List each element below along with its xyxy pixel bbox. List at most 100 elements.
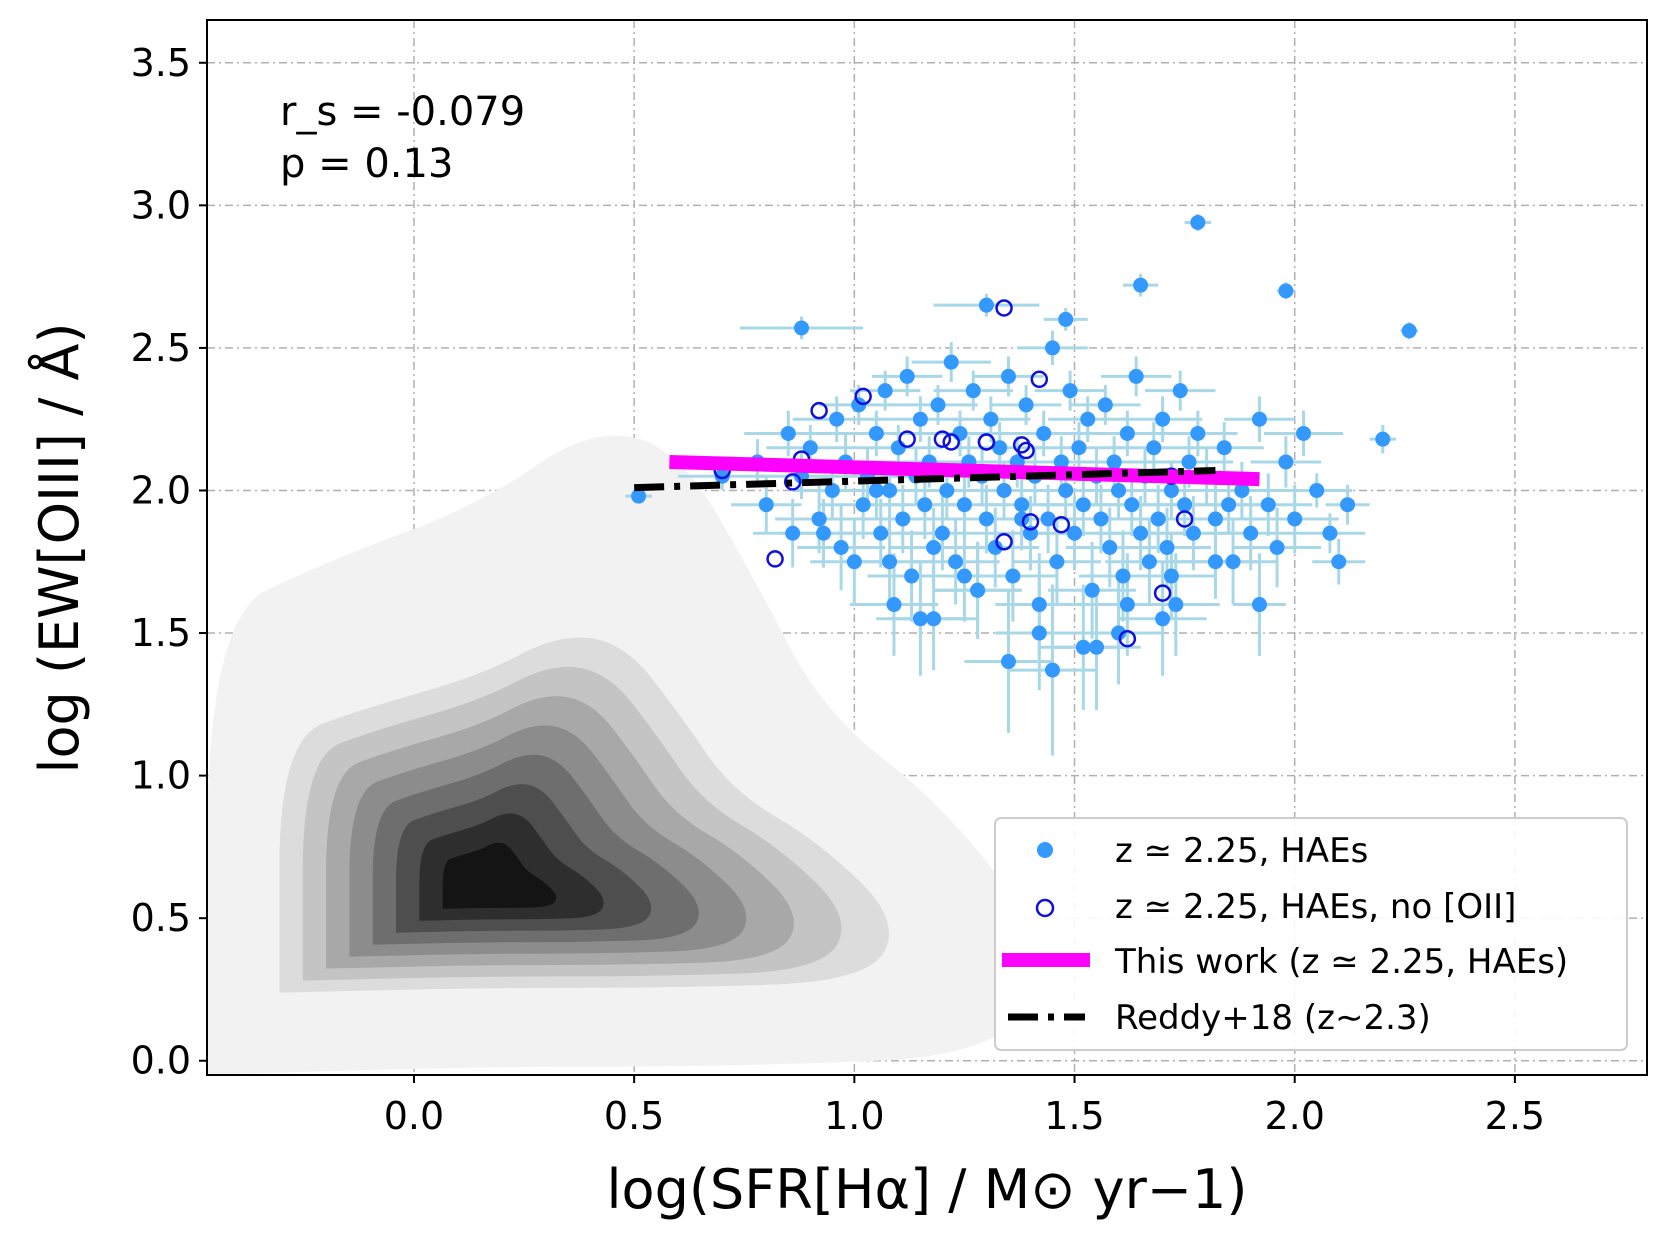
no-oii-point	[942, 433, 960, 451]
legend: z ≃ 2.25, HAEs z ≃ 2.25, HAEs, no [OII] …	[994, 817, 1628, 1051]
no-oii-point	[1175, 510, 1194, 528]
legend-label-this-work: This work (z ≃ 2.25, HAEs)	[1114, 942, 1568, 982]
no-oii-point	[766, 550, 784, 568]
hae-point	[1163, 568, 1179, 584]
y-tick-label: 2.0	[131, 468, 191, 512]
legend-label-reddy: Reddy+18 (z∼2.3)	[1115, 998, 1431, 1038]
hae-point	[1168, 597, 1184, 613]
hae-point	[1207, 554, 1223, 570]
hae-point	[1102, 540, 1118, 555]
hae-point	[816, 525, 832, 541]
hae-point	[926, 611, 942, 627]
hae-point	[917, 497, 933, 513]
hae-point	[899, 368, 915, 384]
hae-point	[1089, 639, 1105, 655]
hae-point	[877, 383, 893, 399]
hae-point	[1225, 554, 1241, 570]
hae-point	[1084, 582, 1100, 598]
hae-point	[1309, 482, 1325, 498]
hae-point	[1031, 625, 1047, 641]
hae-point	[714, 468, 730, 484]
no-oii-point	[898, 430, 916, 448]
hae-point	[1106, 454, 1122, 470]
hae-point	[1014, 511, 1030, 527]
hae-point	[1296, 425, 1312, 441]
no-oii-point	[810, 401, 828, 420]
hae-point	[1278, 283, 1294, 299]
y-tick-label: 0.0	[131, 1039, 191, 1083]
no-oii-point	[1017, 441, 1035, 460]
legend-label-haes: z ≃ 2.25, HAEs	[1115, 831, 1368, 871]
hae-point	[1251, 411, 1267, 427]
hae-point	[1190, 214, 1206, 230]
hae-point	[1133, 525, 1149, 541]
hae-point	[1216, 440, 1232, 456]
hae-point	[1018, 397, 1034, 413]
hae-point	[1163, 482, 1179, 498]
y-tick-label: 1.0	[131, 754, 191, 798]
hae-point	[873, 525, 889, 541]
hae-point	[1401, 323, 1417, 339]
density-contours	[207, 435, 1037, 1075]
hae-point	[1340, 497, 1356, 513]
hae-point	[1287, 511, 1303, 527]
hae-point	[1075, 639, 1091, 655]
hae-point	[631, 488, 647, 504]
hae-point	[1053, 454, 1069, 470]
hae-point	[1036, 425, 1052, 441]
hae-point	[1045, 662, 1061, 678]
hae-point	[1115, 568, 1131, 584]
hae-point	[1146, 440, 1162, 456]
hae-point	[1177, 497, 1193, 513]
x-tick-label: 0.0	[384, 1094, 444, 1138]
hae-point	[1181, 454, 1197, 470]
hae-point	[987, 540, 1003, 555]
no-oii-point	[977, 433, 996, 451]
hae-point	[1067, 525, 1083, 541]
hae-point	[1119, 425, 1135, 441]
plot-frame	[206, 19, 1648, 1076]
hae-point	[1234, 482, 1250, 498]
hae-point	[1155, 611, 1171, 627]
no-oii-point	[933, 430, 952, 448]
hae-point	[1000, 654, 1016, 670]
hae-point	[833, 540, 849, 555]
hae-point	[758, 497, 774, 513]
x-tick-label: 1.0	[824, 1094, 884, 1138]
no-oii-point	[1030, 370, 1049, 389]
reddy-fit-line	[634, 467, 1216, 492]
hae-point	[948, 554, 964, 570]
hae-point	[1141, 554, 1157, 570]
legend-label-no-oii: z ≃ 2.25, HAEs, no [OII]	[1115, 887, 1516, 927]
density-contour-level	[442, 842, 557, 909]
hae-point	[824, 482, 840, 498]
legend-marker-no-oii	[1035, 898, 1055, 918]
hae-point	[996, 482, 1012, 498]
hae-point	[780, 425, 796, 441]
hae-point	[992, 440, 1008, 456]
y-axis-ticks: 0.0 0.5 1.0 1.5 2.0 2.5 3.0 3.5	[131, 41, 207, 1083]
no-oii-point	[995, 533, 1013, 551]
hae-point	[1014, 497, 1030, 513]
hae-point	[1190, 425, 1206, 441]
no-oii-point	[1021, 513, 1040, 531]
this-work-fit-line	[669, 454, 1260, 487]
hae-point	[1172, 383, 1188, 399]
hae-point	[1080, 411, 1096, 427]
hae-point	[1062, 383, 1078, 399]
y-tick-label: 1.5	[131, 611, 191, 655]
legend-marker-haes	[1037, 842, 1053, 858]
hae-point	[846, 554, 862, 570]
hae-point	[1119, 597, 1135, 613]
hae-point	[1000, 368, 1016, 384]
hae-point	[1111, 482, 1127, 498]
no-oii-point	[1118, 629, 1137, 648]
hae-point	[1133, 277, 1149, 293]
no-oii-point	[995, 299, 1013, 317]
hae-point	[956, 568, 972, 584]
hae-point	[978, 511, 994, 527]
hae-point	[956, 497, 972, 513]
hae-point	[1075, 497, 1091, 513]
x-axis-ticks: 0.0 0.5 1.0 1.5 2.0 2.5	[384, 1075, 1545, 1138]
no-oii-point	[1052, 515, 1071, 534]
